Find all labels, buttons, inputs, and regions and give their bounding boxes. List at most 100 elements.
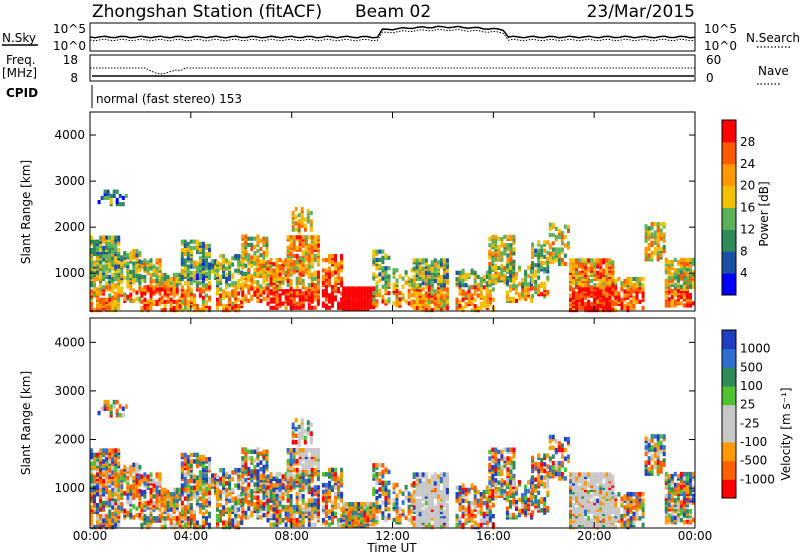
nsky-series (89, 25, 696, 39)
power-cell (506, 257, 510, 262)
colorbar-tick-label: 28 (740, 135, 755, 149)
power-cell (546, 290, 550, 295)
power-cell (269, 258, 273, 263)
velocity-cell (186, 487, 190, 493)
power-cell (497, 276, 501, 281)
velocity-cell (178, 520, 182, 525)
velocity-cell (195, 463, 199, 469)
velocity-cell (163, 516, 167, 521)
velocity-cell (412, 481, 416, 486)
power-cell (108, 285, 112, 290)
power-cell (129, 269, 133, 274)
power-cell (596, 283, 600, 288)
velocity-cell (120, 484, 124, 489)
power-cell (324, 303, 328, 308)
power-cell (278, 285, 282, 290)
power-cell (117, 293, 121, 298)
power-cell (641, 283, 645, 288)
power-cell (105, 297, 109, 302)
velocity-cell (266, 485, 270, 490)
power-cell (304, 270, 308, 275)
power-cell (537, 263, 541, 268)
velocity-cell (289, 485, 293, 490)
power-cell (540, 244, 544, 249)
power-cell (298, 276, 302, 281)
velocity-cell (105, 500, 109, 506)
velocity-cell (294, 426, 298, 432)
power-cell (135, 263, 139, 268)
velocity-cell (372, 467, 376, 472)
velocity-cell (328, 522, 331, 527)
colorbar-swatch (722, 120, 736, 143)
power-cell (298, 268, 302, 273)
power-cell (149, 279, 153, 284)
velocity-cell (189, 452, 193, 458)
velocity-cell (286, 498, 290, 503)
power-cell (527, 265, 531, 270)
power-cell (398, 301, 402, 306)
power-cell (581, 264, 585, 269)
velocity-cell (278, 513, 282, 519)
power-cell (222, 258, 226, 263)
nsearch-tick-top: 10^5 (704, 22, 737, 36)
velocity-cell (237, 483, 241, 488)
power-cell (247, 298, 251, 303)
velocity-cell (108, 468, 112, 473)
velocity-cell (201, 494, 205, 499)
velocity-cell (126, 499, 130, 505)
velocity-cell (135, 506, 139, 511)
velocity-cell (247, 482, 251, 487)
velocity-cell (334, 504, 337, 510)
power-cell (608, 258, 612, 263)
velocity-cell (192, 485, 196, 490)
power-cell (155, 270, 159, 275)
velocity-cell (348, 502, 352, 507)
power-cell (292, 268, 296, 273)
velocity-cell (118, 404, 122, 409)
velocity-cell (172, 487, 176, 493)
power-cell (500, 257, 504, 262)
power-cell (676, 288, 680, 294)
velocity-cell (201, 520, 205, 525)
power-cell (292, 235, 296, 240)
velocity-cell (424, 489, 428, 495)
power-cell (328, 282, 331, 288)
power-cell (234, 281, 238, 286)
power-cell (436, 297, 440, 302)
power-cell (455, 297, 459, 302)
velocity-cell (424, 485, 428, 490)
power-cell (275, 268, 279, 273)
power-cell (316, 243, 320, 248)
velocity-cell (198, 490, 202, 496)
velocity-cell (140, 478, 144, 484)
velocity-cell (337, 476, 340, 481)
power-cell (509, 296, 512, 301)
velocity-cell (433, 505, 437, 510)
velocity-cell (90, 461, 93, 466)
velocity-cell (231, 487, 235, 493)
power-cell (143, 262, 147, 267)
velocity-cell (129, 488, 133, 494)
power-cell (313, 245, 317, 250)
freq-panel: Freq. [MHz] 18 8 60 0 Nave (2, 53, 789, 85)
power-cell (289, 305, 293, 310)
colorbar-swatch (722, 185, 736, 208)
power-cell (214, 273, 217, 278)
velocity-cell (149, 494, 153, 499)
power-cell (284, 305, 288, 310)
power-cell (250, 247, 254, 252)
power-cell (234, 268, 238, 273)
velocity-cell (143, 472, 147, 477)
velocity-cell (307, 507, 311, 512)
velocity-cell (135, 484, 139, 489)
velocity-cell (334, 467, 337, 473)
power-cell (316, 274, 320, 279)
velocity-cell (375, 515, 379, 521)
power-cell (198, 241, 202, 246)
velocity-cell (237, 513, 241, 519)
power-cell (266, 270, 270, 275)
power-cell (123, 251, 127, 256)
velocity-cell (138, 464, 142, 470)
power-cell (473, 270, 477, 275)
